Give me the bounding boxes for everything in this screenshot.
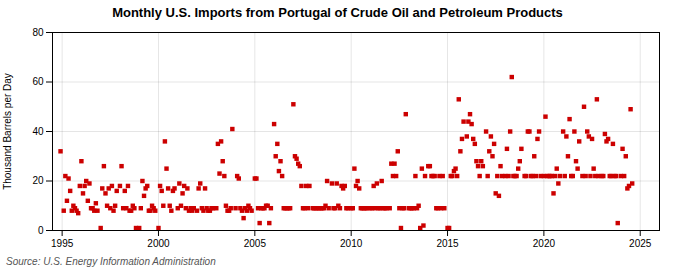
- svg-text:2000: 2000: [147, 238, 170, 249]
- svg-text:2015: 2015: [436, 238, 459, 249]
- svg-text:60: 60: [32, 76, 44, 87]
- svg-text:40: 40: [32, 126, 44, 137]
- svg-text:2025: 2025: [629, 238, 652, 249]
- svg-text:2005: 2005: [244, 238, 267, 249]
- svg-text:20: 20: [32, 175, 44, 186]
- svg-text:1995: 1995: [51, 238, 74, 249]
- svg-text:2020: 2020: [533, 238, 556, 249]
- svg-text:2010: 2010: [340, 238, 363, 249]
- html-text:Monthly U.S. Imports from Port: Monthly U.S. Imports from Portugal of Cr…: [112, 5, 563, 20]
- svg-text:80: 80: [32, 27, 44, 38]
- svg-text:0: 0: [38, 225, 44, 236]
- html-text:Source: U.S. Energy Informatio: Source: U.S. Energy Information Administ…: [6, 256, 216, 267]
- svg-text:Thousand Barrels per Day: Thousand Barrels per Day: [2, 73, 13, 190]
